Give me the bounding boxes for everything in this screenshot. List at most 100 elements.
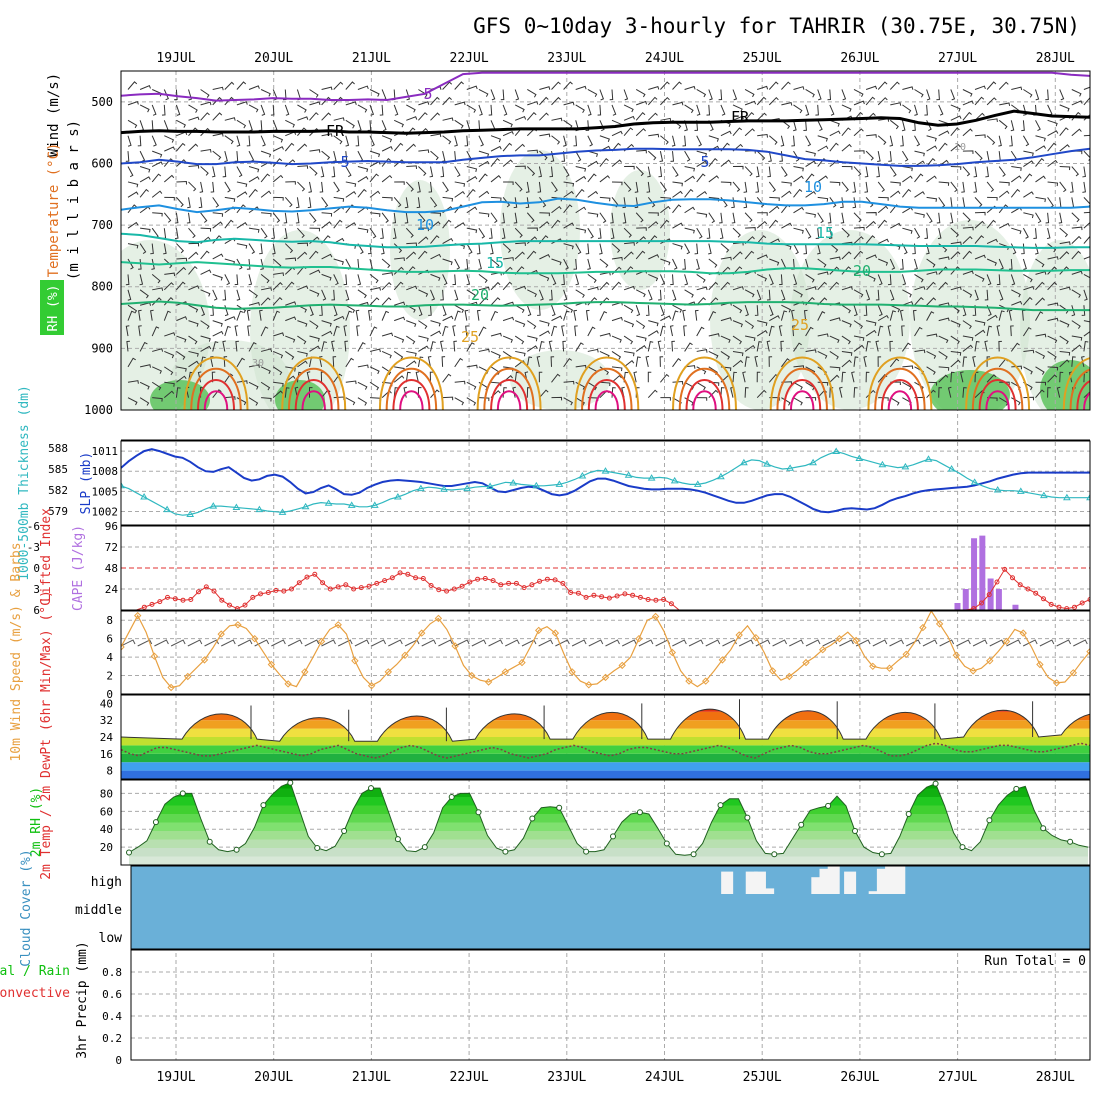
cape-tick-label: 48 <box>105 562 118 575</box>
wind-barb <box>151 104 157 116</box>
wind-barb <box>222 166 227 178</box>
wind-barb <box>151 190 163 198</box>
wind-barb <box>212 86 224 91</box>
wind-barb <box>575 175 587 183</box>
wind-barb <box>671 135 676 147</box>
wind-barb <box>297 335 307 345</box>
wind-barb <box>1070 181 1074 193</box>
wind-barb <box>248 227 260 233</box>
wind-barb <box>478 258 482 270</box>
wind-barb <box>986 356 991 367</box>
isotherm-20-line <box>121 261 1090 275</box>
rh-point <box>1067 838 1074 845</box>
wind-barb <box>539 221 550 229</box>
wind-barb <box>731 212 736 224</box>
wind-barb <box>369 348 381 353</box>
wind-barb <box>585 120 590 132</box>
lifted-index-point <box>568 590 574 595</box>
lifted-index-line <box>121 568 1090 610</box>
wind-barb <box>393 375 405 383</box>
wind-barb <box>478 297 489 306</box>
wind-barb <box>539 389 549 399</box>
wind-barb <box>163 174 175 183</box>
wind-barb <box>478 212 490 218</box>
panel-frame-temp <box>120 694 1091 780</box>
wind-barb <box>781 190 792 198</box>
cloud-clear-block <box>844 871 857 894</box>
wind10m-point <box>635 634 643 643</box>
wind-barb <box>539 133 551 138</box>
wind-barb <box>210 305 214 316</box>
wind-barb <box>647 289 653 301</box>
wind-barb <box>284 142 295 152</box>
wind-barb <box>175 387 181 398</box>
wind-barb <box>974 289 979 301</box>
wind10m-point <box>150 652 159 660</box>
rh-band <box>129 782 1088 789</box>
date-label-bottom: 22JUL <box>450 1070 489 1085</box>
wind-barb <box>829 281 840 291</box>
wind-barb <box>924 104 928 116</box>
wind-barb <box>672 381 684 385</box>
lifted-tick-label: 6 <box>33 604 40 617</box>
wind-barb <box>357 397 368 406</box>
temp-band <box>121 737 1090 746</box>
wind-barb <box>1059 181 1067 193</box>
wind-barb <box>998 222 1010 229</box>
wind-barb <box>320 166 325 178</box>
wind-barb <box>345 357 354 368</box>
wind-barb <box>236 191 248 198</box>
thickness-point <box>163 505 171 513</box>
wind-barb <box>587 286 599 291</box>
wind-barb <box>1046 228 1051 240</box>
lifted-index-point <box>374 580 380 586</box>
wind-barb <box>732 181 741 192</box>
temp-tick-label: 40 <box>100 697 113 710</box>
wind-barb <box>684 342 693 352</box>
wind-barb <box>188 104 198 113</box>
wind-barb <box>188 304 199 313</box>
wind-barb <box>731 197 735 209</box>
isotherm-near-surface <box>783 379 822 410</box>
wind-barb <box>660 315 672 322</box>
wind-barb <box>174 228 179 240</box>
wind-barb <box>708 258 718 268</box>
wind-barb <box>272 310 280 321</box>
wind-barb <box>998 310 1005 321</box>
wind-barb <box>285 301 297 306</box>
wind-barb <box>224 117 236 121</box>
wind-barb <box>878 258 889 266</box>
wind-barb <box>947 386 952 398</box>
thickness-point <box>993 486 1002 493</box>
thickness-point <box>186 510 195 517</box>
wind-barb <box>381 135 393 143</box>
wind-barb <box>345 397 356 406</box>
wind-barb <box>1059 286 1071 291</box>
wind-barb <box>817 333 829 337</box>
wind-barb <box>599 243 603 255</box>
wind-barb <box>984 289 989 301</box>
wind-barb <box>648 320 659 327</box>
wind-barb <box>392 212 397 224</box>
thickness-point <box>1040 491 1048 499</box>
wind-barb <box>394 335 405 343</box>
wind-barb <box>454 181 466 187</box>
wind-barb <box>418 250 428 260</box>
cloud-level-label: high <box>91 875 122 890</box>
wind-barb <box>708 243 712 255</box>
wind-barb <box>696 227 703 239</box>
isotherm-near-surface <box>594 390 620 410</box>
wind-barb <box>527 227 538 231</box>
lifted-index-point <box>994 579 1000 585</box>
wind-barb <box>914 297 924 306</box>
wind-barb <box>236 81 247 90</box>
wind-barb <box>236 258 243 270</box>
lifted-index-point <box>1033 590 1039 596</box>
wind-barb <box>381 281 392 291</box>
wind-barb <box>744 356 750 367</box>
wind-barb <box>645 305 650 316</box>
wind-barb <box>454 101 466 106</box>
date-label-top: 26JUL <box>840 51 879 66</box>
wind-barb <box>684 188 694 198</box>
